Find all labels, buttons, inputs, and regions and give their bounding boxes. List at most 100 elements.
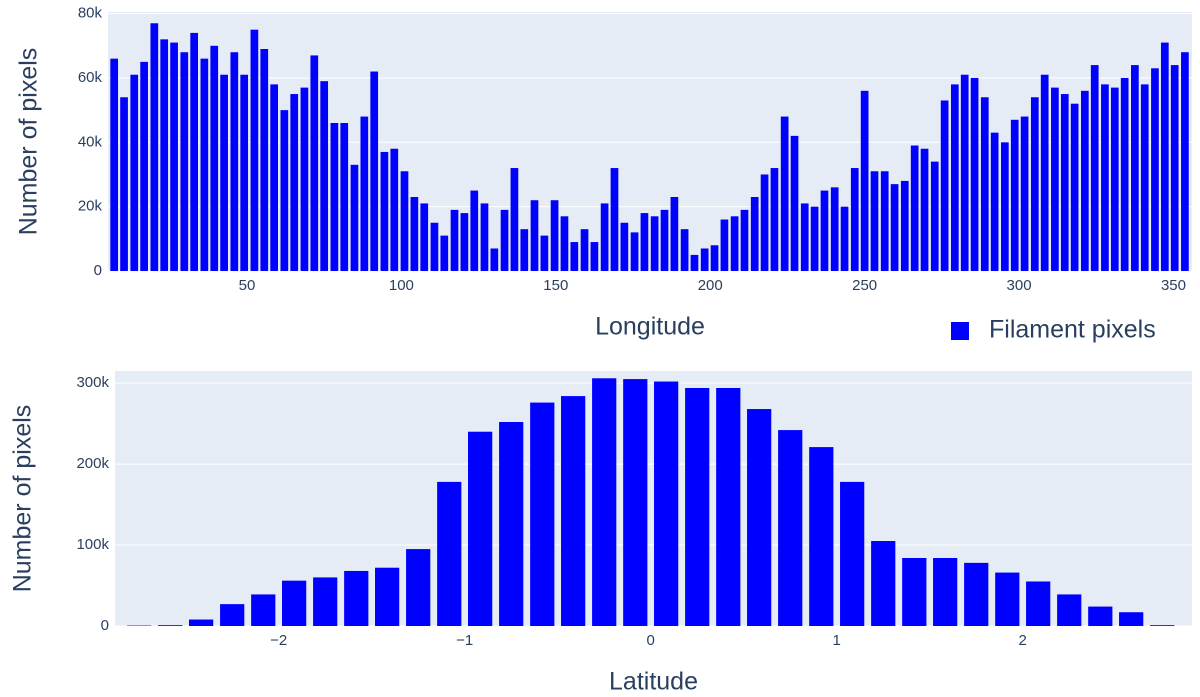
x-tick-label: 250 [852,277,877,294]
bar [1051,87,1059,271]
bar [1131,65,1139,271]
bar [1101,84,1109,272]
bar [890,184,899,271]
bar [280,110,289,271]
bar [790,135,799,271]
bar [730,216,739,271]
bar [600,203,609,271]
x-tick-label: 0 [647,632,655,649]
y-axis-title: Number of pixels [9,405,37,593]
x-tick-label: 150 [543,277,568,294]
bar [450,209,459,271]
bar [1160,42,1169,271]
bar [778,430,803,626]
bar [685,388,710,626]
bar [680,229,689,271]
bar [160,39,169,271]
bar [251,594,276,626]
bar [370,71,379,272]
bar [620,222,629,271]
bar [406,549,431,626]
bar [850,168,859,271]
bar [830,187,839,271]
x-axis-title: Latitude [609,668,698,696]
bar [250,29,259,272]
x-tick-label: 2 [1019,632,1027,649]
bar [1010,119,1019,271]
bar [530,402,555,626]
bar [690,254,699,271]
bar [660,209,669,271]
bar [590,242,599,271]
bar [460,213,469,271]
bar [700,248,709,271]
bar [500,209,509,271]
y-axis-title: Number of pixels [15,48,43,236]
bar [980,97,989,272]
bar [1060,94,1069,271]
x-tick-label: 100 [389,277,414,294]
bar [330,123,339,271]
bar [880,171,889,271]
bar [189,619,214,626]
bar [190,32,199,272]
x-axis-title: Longitude [595,313,705,341]
bar [747,409,772,626]
bar [499,422,524,626]
bar [920,148,929,271]
bar [1170,65,1179,271]
bar [437,481,462,626]
x-tick-label: 300 [1007,277,1032,294]
bar [550,200,559,271]
bar [623,379,648,626]
bar [313,577,338,626]
bar [1000,142,1009,271]
bar [720,219,729,271]
bar [900,180,909,271]
bar [1026,581,1051,626]
bar [809,447,834,626]
bar [990,132,999,271]
bar [120,97,128,272]
bar [110,58,119,271]
bar [270,84,279,272]
bar [580,229,589,271]
bar [1070,103,1079,272]
bar [1080,90,1089,272]
bar [420,203,429,271]
bar [560,216,569,271]
bar [930,161,939,271]
bar [800,203,809,271]
bar [840,481,865,626]
x-tick-label: 50 [239,277,256,294]
bar [470,190,479,271]
bar [1120,77,1129,272]
bar [170,42,178,271]
bar [670,197,679,271]
bar [1151,68,1159,271]
bar [760,174,769,271]
bar [158,625,183,626]
bar [561,396,586,626]
bar [480,203,489,271]
bar [1057,594,1082,626]
bar [290,94,299,271]
bar [360,116,369,271]
bar [520,229,529,271]
bar [610,168,619,271]
bar [510,168,519,271]
bar [390,148,399,271]
bar [1150,625,1175,626]
legend-swatch [951,322,969,340]
bar [530,200,539,271]
y-tick-label: 200k [76,455,109,472]
bar [310,55,319,271]
bar [1040,74,1049,271]
bar [570,242,579,271]
bar [810,206,819,271]
x-tick-label: 1 [833,632,841,649]
bar [490,248,499,271]
bar [440,235,449,271]
x-tick-label: −1 [456,632,473,649]
bar [300,87,309,271]
